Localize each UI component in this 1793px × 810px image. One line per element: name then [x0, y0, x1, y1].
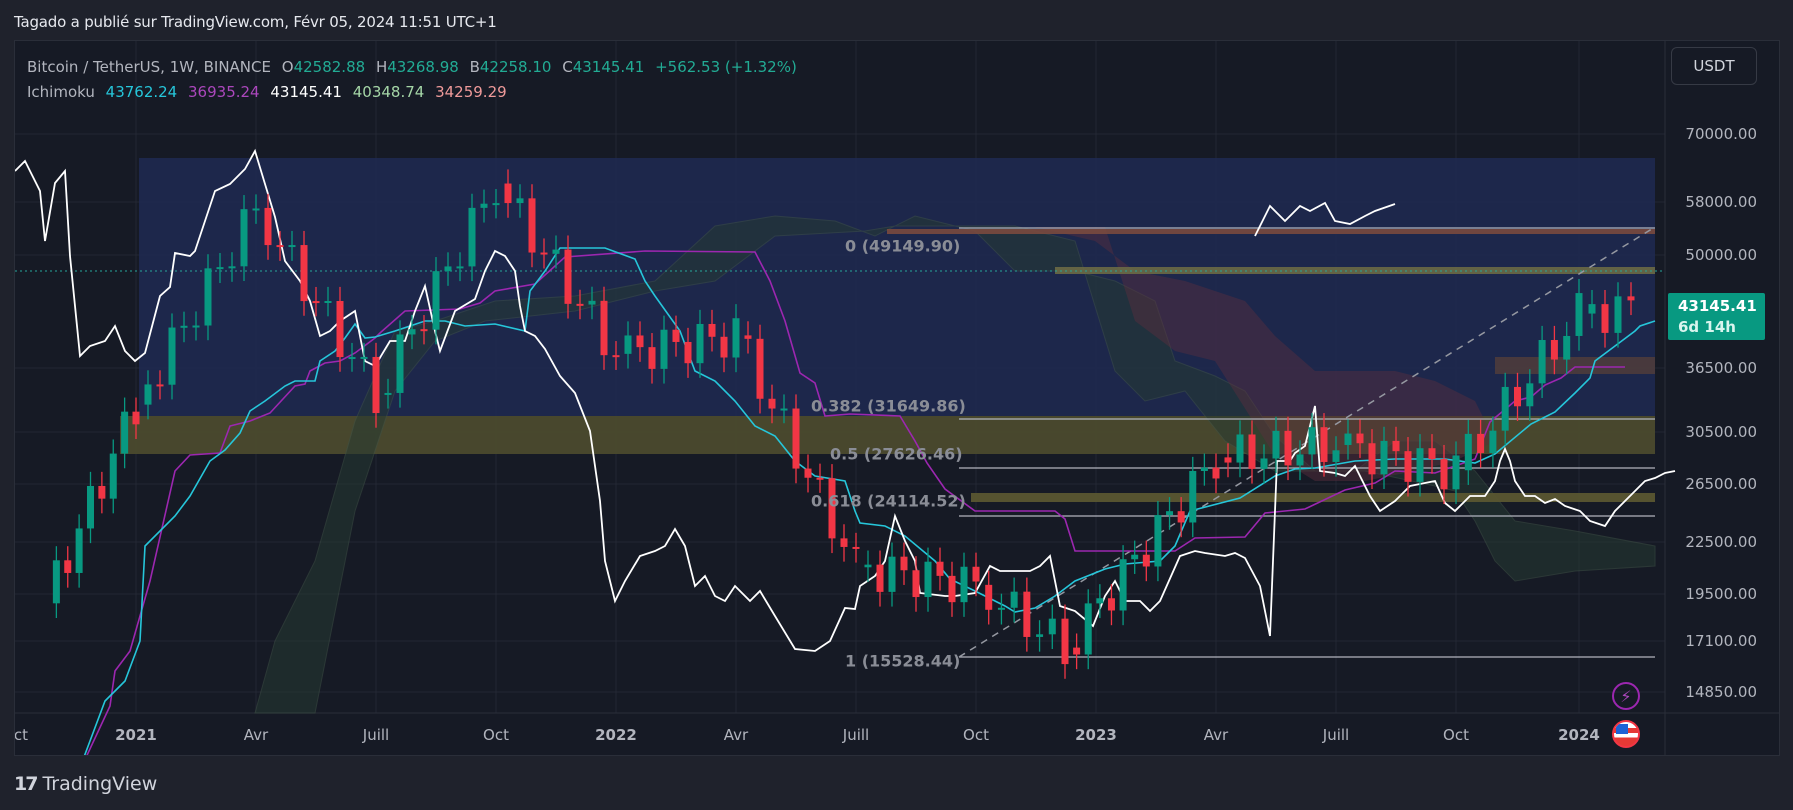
close-key: C — [562, 58, 573, 76]
fib-label-05: 0.5 (27626.46) — [830, 444, 963, 464]
brand-name: TradingView — [42, 773, 158, 795]
symbol-legend-row: Bitcoin / TetherUS, 1W, BINANCE O42582.8… — [27, 55, 803, 80]
time-axis-label: Oct — [963, 726, 989, 744]
time-axis-label: 2022 — [595, 726, 637, 744]
price-axis-label: 58000.00 — [1685, 193, 1757, 211]
indicator-name[interactable]: Ichimoku — [27, 83, 95, 101]
open-key: O — [281, 58, 294, 76]
price-axis-label: 36500.00 — [1685, 359, 1757, 377]
price-axis-label: 19500.00 — [1685, 585, 1757, 603]
tenkan-value: 43762.24 — [105, 83, 178, 101]
price-axis-label: 26500.00 — [1685, 475, 1757, 493]
time-axis-label: 2024 — [1558, 726, 1600, 744]
indicator-legend-row: Ichimoku 43762.24 36935.24 43145.41 4034… — [27, 80, 803, 105]
price-axis-label: 17100.00 — [1685, 632, 1757, 650]
bar-countdown: 6d 14h — [1678, 318, 1736, 336]
footer-brand[interactable]: 17 TradingView — [14, 773, 157, 795]
span-a-value: 40348.74 — [352, 83, 425, 101]
time-axis-label: Juill — [1322, 726, 1350, 744]
price-chart[interactable] — [15, 41, 1780, 756]
symbol-title[interactable]: Bitcoin / TetherUS, 1W, BINANCE — [27, 58, 271, 76]
last-price-tag: 43145.41 6d 14h — [1668, 293, 1765, 340]
close-value: 43145.41 — [572, 58, 645, 76]
us-flag-icon[interactable] — [1612, 720, 1640, 748]
high-value: 43268.98 — [387, 58, 459, 76]
fib-label-0618: 0.618 (24114.52) — [811, 491, 966, 511]
low-key: B — [469, 58, 480, 76]
fib-label-0382: 0.382 (31649.86) — [811, 396, 966, 416]
span-b-value: 34259.29 — [435, 83, 507, 101]
price-axis-label: 14850.00 — [1685, 683, 1757, 701]
price-axis-label: 30500.00 — [1685, 423, 1757, 441]
time-axis-label: Avr — [243, 726, 269, 744]
high-key: H — [375, 58, 388, 76]
chart-pane[interactable]: Bitcoin / TetherUS, 1W, BINANCE O42582.8… — [14, 40, 1780, 756]
fib-label-1: 1 (15528.44) — [845, 651, 961, 671]
price-axis-label: 22500.00 — [1685, 533, 1757, 551]
lagging-value: 43145.41 — [270, 83, 342, 101]
bolt-icon[interactable]: ⚡ — [1612, 682, 1640, 710]
fib-label-0: 0 (49149.90) — [845, 236, 961, 256]
time-axis-label: Juill — [842, 726, 870, 744]
price-axis-label: 50000.00 — [1685, 246, 1757, 264]
time-axis-label: 2023 — [1075, 726, 1117, 744]
low-value: 42258.10 — [479, 58, 552, 76]
time-axis-label: ct — [14, 726, 29, 744]
time-axis-label: Avr — [1203, 726, 1229, 744]
chart-legend: Bitcoin / TetherUS, 1W, BINANCE O42582.8… — [27, 55, 803, 105]
currency-button[interactable]: USDT — [1671, 47, 1757, 85]
kijun-value: 36935.24 — [188, 83, 260, 101]
time-axis-label: Avr — [723, 726, 749, 744]
time-axis-label: Juill — [362, 726, 390, 744]
price-axis-label: 70000.00 — [1685, 125, 1757, 143]
publish-line: Tagado a publié sur TradingView.com, Fév… — [14, 13, 497, 31]
last-price-value: 43145.41 — [1678, 297, 1757, 315]
tradingview-logo-icon: 17 — [14, 773, 38, 795]
time-axis-label: Oct — [483, 726, 509, 744]
time-axis-label: 2021 — [115, 726, 157, 744]
open-value: 42582.88 — [293, 58, 366, 76]
time-axis-label: Oct — [1443, 726, 1469, 744]
change-value: +562.53 (+1.32%) — [655, 58, 797, 76]
